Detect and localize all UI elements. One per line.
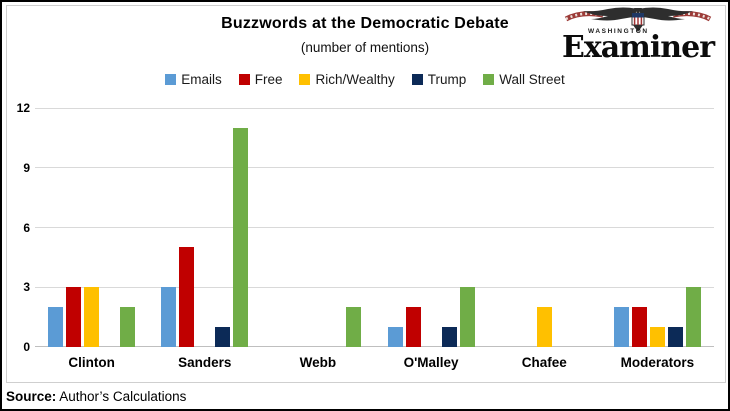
bar-moderators-rich-wealthy [649, 327, 665, 347]
bar-sanders-trump [215, 327, 231, 347]
chart-subtitle: (number of mentions) [300, 40, 430, 55]
washington-examiner-logo: WASHINGTON Examiner [554, 6, 722, 63]
legend-item-rich-wealthy: Rich/Wealthy [299, 71, 395, 87]
legend-swatch-rich-wealthy [299, 73, 311, 85]
legend-swatch-emails [165, 73, 177, 85]
x-label-clinton: Clinton [68, 355, 115, 370]
bar-sanders-free [179, 247, 195, 347]
legend-swatch-trump [411, 73, 423, 85]
x-label-moderators: Moderators [620, 355, 695, 370]
bar-clinton-emails [48, 307, 64, 347]
bar-clinton-free [66, 287, 82, 347]
bar-webb-wall-street [346, 307, 362, 347]
gridline-6 [35, 227, 714, 228]
bar-chafee-rich-wealthy [536, 307, 552, 347]
bar-o-malley-free [405, 307, 421, 347]
y-tick-3: 3 [23, 280, 30, 295]
y-tick-9: 9 [23, 160, 30, 175]
bar-o-malley-wall-street [459, 287, 475, 347]
eagle-icon [564, 7, 712, 32]
bar-clinton-rich-wealthy [84, 287, 100, 347]
bar-o-malley-trump [441, 327, 457, 347]
x-label-sanders: Sanders [178, 355, 232, 370]
x-label-chafee: Chafee [521, 355, 567, 370]
legend-item-trump: Trump [411, 71, 467, 87]
chart-legend: Emails Free Rich/Wealthy Trump Wall Street [2, 70, 728, 88]
x-label-o-malley: O'Malley [403, 355, 459, 370]
bar-sanders-wall-street [233, 127, 249, 347]
bar-moderators-emails [613, 307, 629, 347]
legend-swatch-wall-street [483, 73, 495, 85]
logo-examiner-text: Examiner [561, 30, 715, 65]
legend-label-free: Free [254, 71, 283, 87]
gridline-12 [35, 107, 714, 109]
bar-clinton-wall-street [120, 307, 136, 347]
bar-o-malley-emails [387, 327, 403, 347]
source-text: Author’s Calculations [59, 389, 187, 404]
bar-moderators-trump [667, 327, 683, 347]
y-tick-0: 0 [23, 340, 30, 354]
y-tick-6: 6 [23, 220, 30, 235]
plot-area: 0 3 6 9 12 Clinton Sanders Webb O'Malley Chafee Mo… [17, 101, 714, 370]
gridline-0 [35, 346, 714, 347]
source-line: Source: Author’s Calculations [6, 389, 186, 404]
gridline-3 [35, 286, 714, 288]
legend-label-rich-wealthy: Rich/Wealthy [315, 71, 395, 87]
legend-swatch-free [238, 73, 250, 85]
legend-label-wall-street: Wall Street [499, 71, 565, 87]
gridline-9 [35, 167, 714, 169]
page-title: Buzzwords at the Democratic Debate [221, 15, 509, 32]
legend-item-wall-street: Wall Street [483, 72, 565, 87]
bar-sanders-emails [161, 287, 177, 347]
legend-item-free: Free [238, 71, 283, 87]
legend-label-trump: Trump [427, 71, 467, 87]
logo-washington-text: WASHINGTON [588, 28, 649, 35]
y-tick-12: 12 [16, 101, 30, 115]
bar-moderators-free [631, 307, 647, 347]
legend-label-emails: Emails [181, 71, 222, 87]
source-label: Source: [6, 389, 57, 404]
legend-item-emails: Emails [165, 72, 222, 87]
bar-moderators-wall-street [685, 287, 701, 347]
x-label-webb: Webb [299, 355, 337, 370]
